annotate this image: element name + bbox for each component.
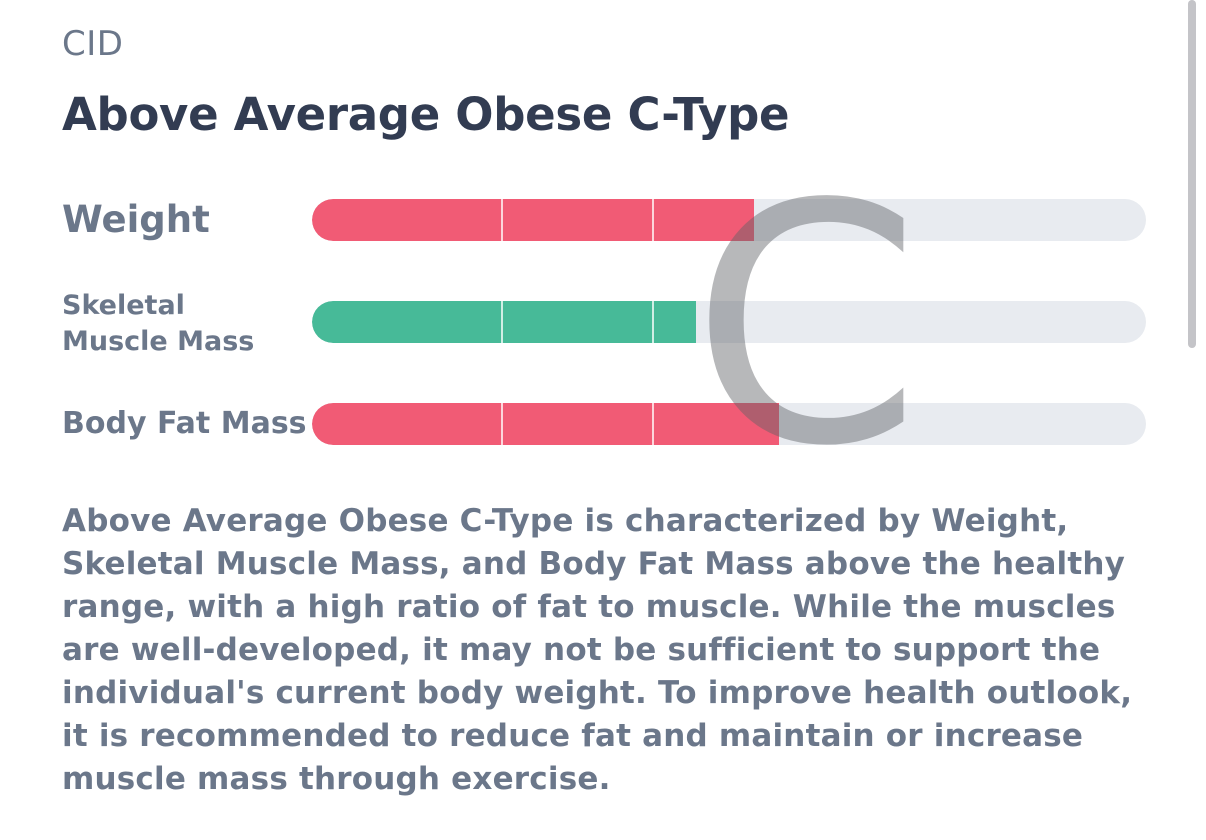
weight-label: Weight (62, 198, 210, 241)
skeletal-muscle-mass-bar-fill (312, 301, 696, 343)
body-fat-mass-label: Body Fat Mass (62, 406, 307, 441)
skeletal-muscle-mass-bar-divider-1 (501, 301, 503, 343)
weight-bar-fill (312, 199, 755, 241)
body-type-description: Above Average Obese C-Type is characteri… (62, 503, 1133, 797)
section-label: CID (62, 24, 124, 64)
skeletal-muscle-mass-label: Skeletal Muscle Mass (62, 288, 254, 360)
skeletal-muscle-mass-label-line2: Muscle Mass (62, 326, 255, 357)
weight-bar-divider-1 (501, 199, 503, 241)
body-fat-mass-bar-divider-2 (652, 403, 654, 445)
skeletal-muscle-mass-bar-divider-2 (652, 301, 654, 343)
skeletal-muscle-mass-label-line1: Skeletal (62, 290, 185, 321)
scrollbar[interactable] (1188, 0, 1196, 348)
body-type-title: Above Average Obese C-Type (62, 88, 790, 141)
body-fat-mass-bar (312, 403, 1146, 445)
weight-bar (312, 199, 1146, 241)
body-fat-mass-bar-divider-1 (501, 403, 503, 445)
skeletal-muscle-mass-bar (312, 301, 1146, 343)
body-fat-mass-bar-fill (312, 403, 780, 445)
weight-bar-divider-2 (652, 199, 654, 241)
